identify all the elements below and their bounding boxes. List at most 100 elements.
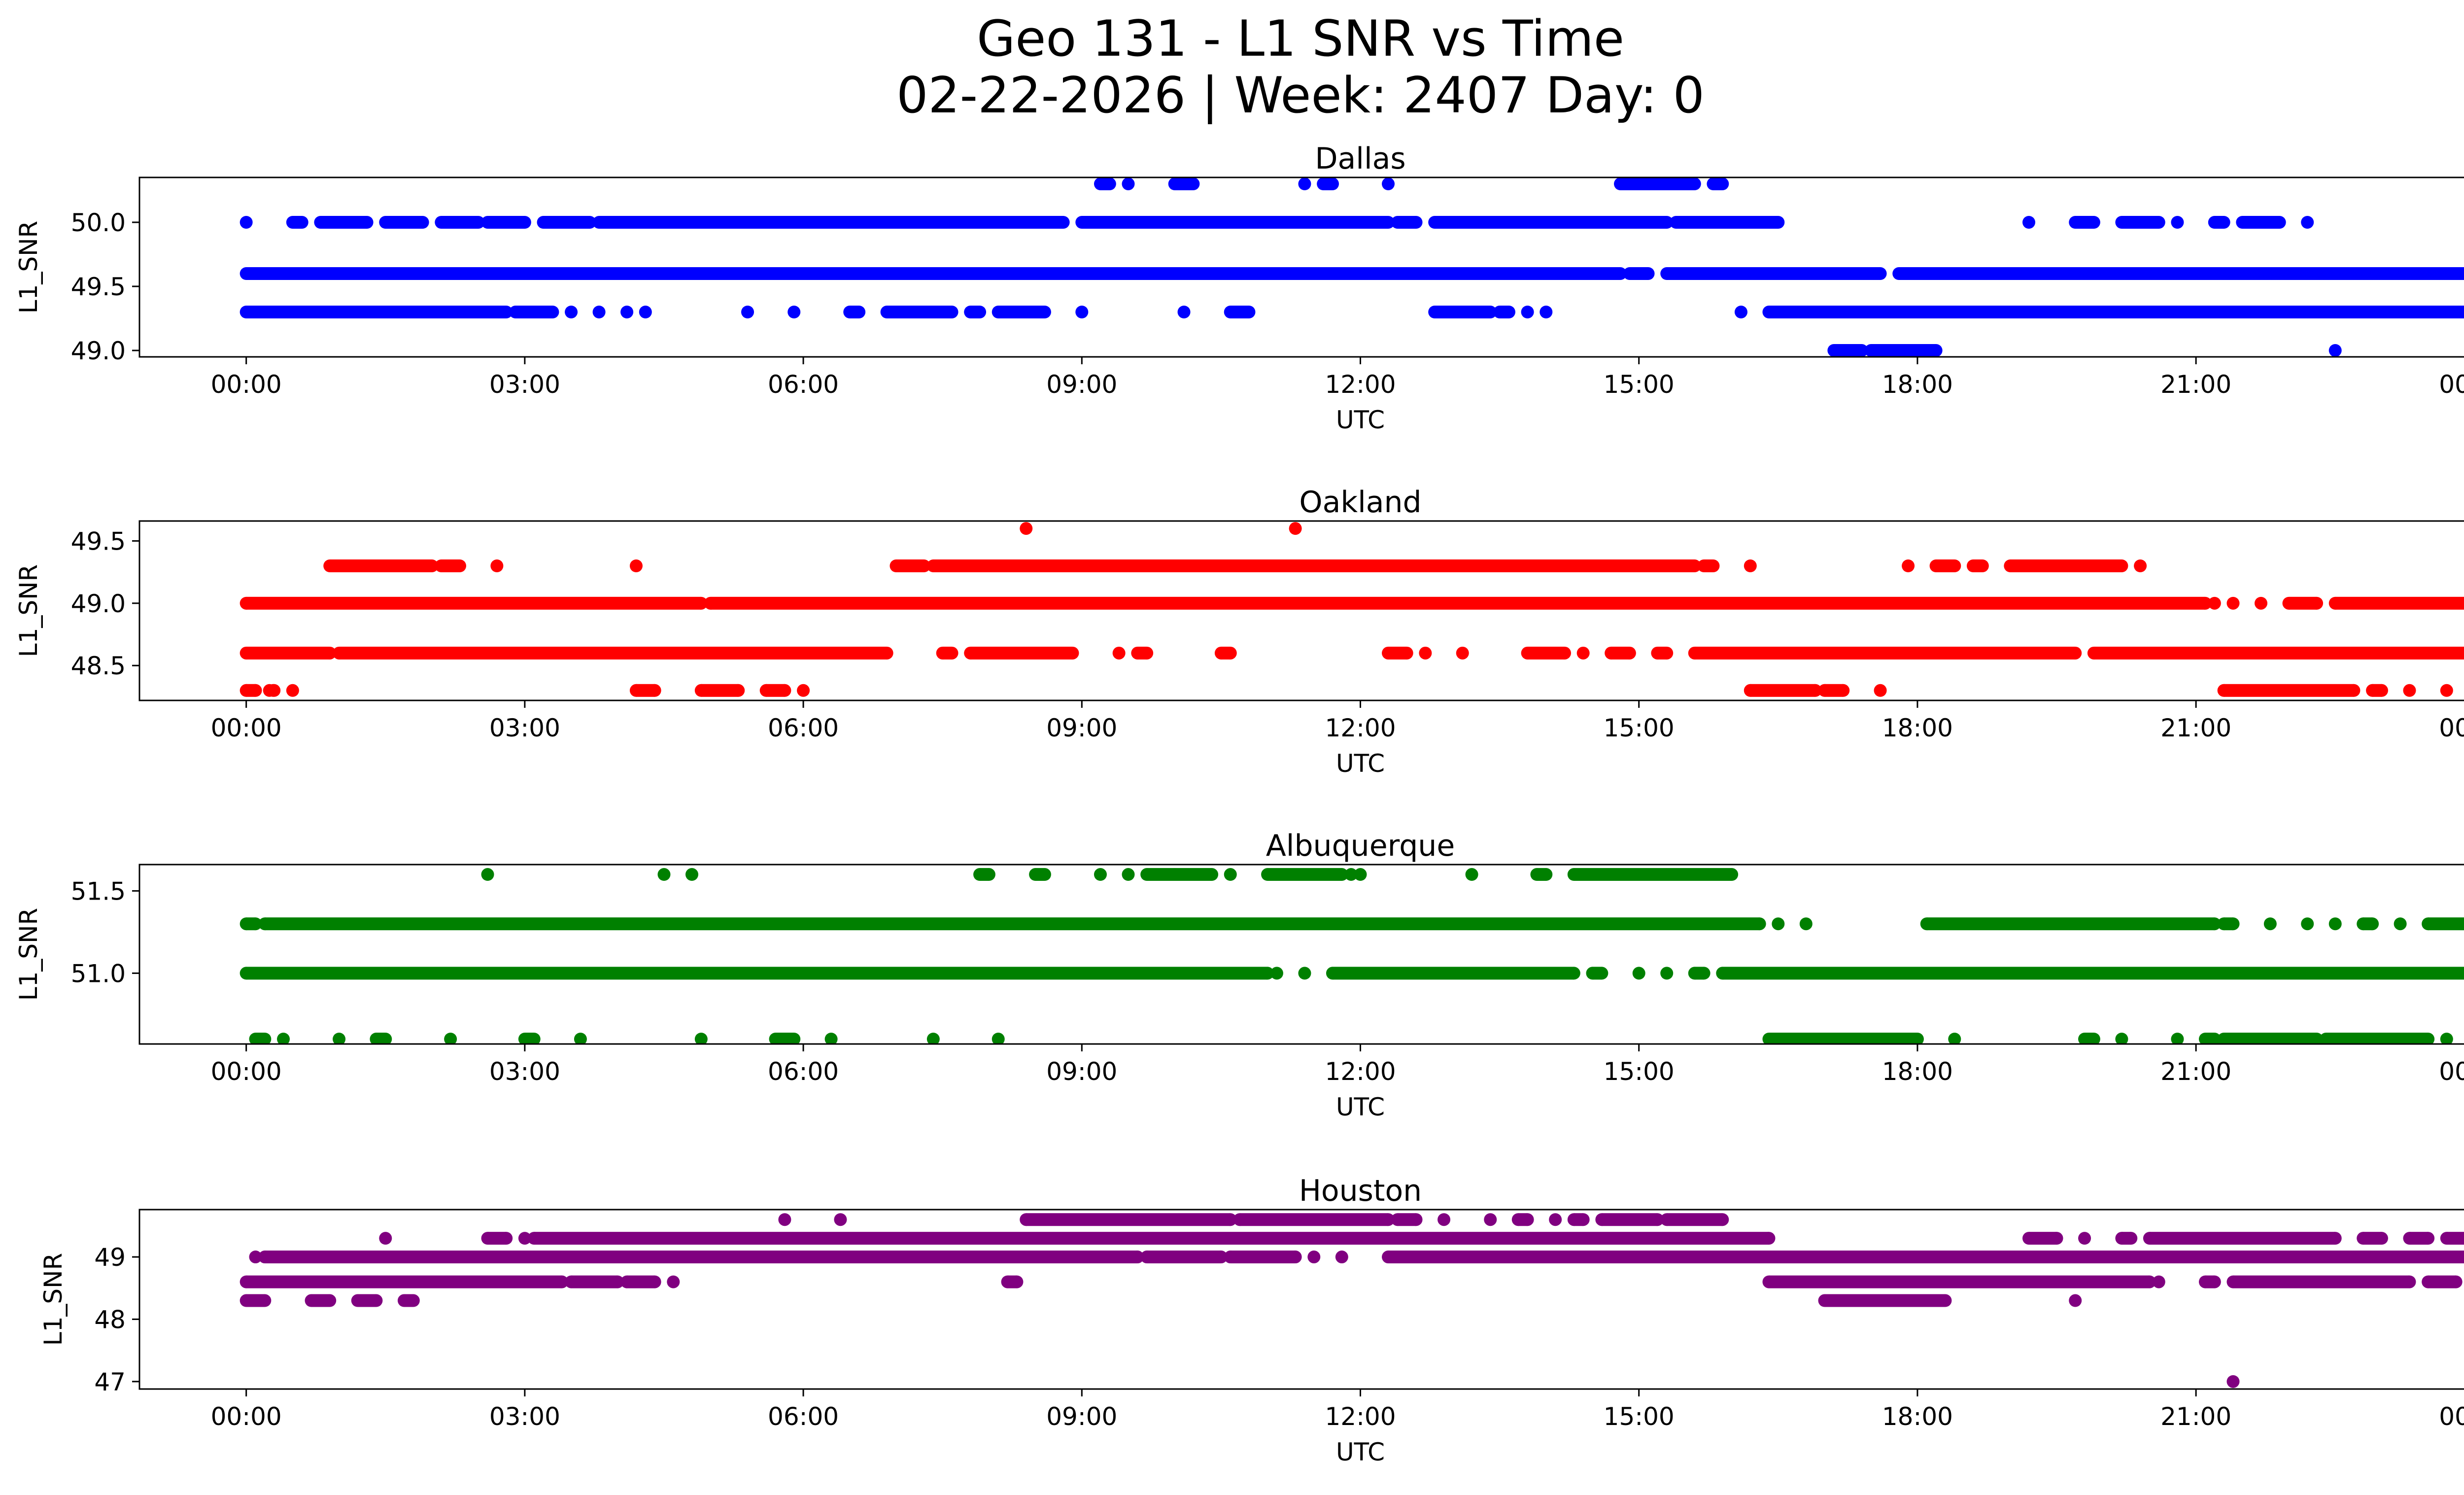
series-level-49-6 (1020, 522, 1302, 535)
x-tick-label: 00:00 (2439, 1402, 2464, 1431)
data-point (992, 1032, 1005, 1044)
data-point (1567, 1213, 1580, 1226)
data-point (1948, 559, 1961, 572)
data-point (1734, 306, 1747, 318)
data-point (1948, 1032, 1961, 1044)
data-point (1929, 559, 1943, 572)
x-tick-label: 12:00 (1325, 714, 1396, 742)
data-point (1029, 868, 1042, 881)
data-point (1289, 1251, 1302, 1264)
data-point (1864, 344, 1878, 357)
data-point (323, 646, 337, 660)
data-point (2198, 596, 2212, 610)
series-level-49 (240, 596, 2464, 610)
data-point (1289, 522, 1302, 535)
data-point (1521, 1213, 1534, 1226)
x-tick-label: 03:00 (489, 714, 560, 742)
data-point (1660, 216, 1674, 229)
data-point (797, 684, 810, 697)
data-point (379, 1032, 392, 1044)
data-point (973, 868, 987, 881)
data-point (527, 1232, 541, 1245)
data-point (518, 1232, 531, 1245)
subplot-title: Oakland (1299, 485, 1421, 520)
data-point (918, 306, 931, 318)
data-point (323, 559, 337, 572)
data-point (685, 868, 698, 881)
data-point (379, 216, 392, 229)
data-point (1270, 967, 1283, 980)
data-point (1112, 646, 1126, 660)
data-point (2422, 1032, 2435, 1044)
data-point (648, 1275, 661, 1288)
x-tick-label: 15:00 (1604, 370, 1675, 399)
data-point (964, 306, 977, 318)
series-level-50 (240, 216, 2314, 229)
data-point (2115, 1032, 2128, 1044)
x-axis-label: UTC (1336, 406, 1385, 434)
data-point (1966, 559, 1980, 572)
data-point (2069, 1294, 2082, 1307)
x-tick-label: 09:00 (1046, 370, 1117, 399)
data-point (592, 216, 606, 229)
data-point (1177, 306, 1191, 318)
data-point (1837, 684, 1850, 697)
data-point (1493, 306, 1506, 318)
data-point (407, 1294, 420, 1307)
data-point (1057, 216, 1070, 229)
data-points (240, 177, 2464, 357)
data-point-run (710, 596, 2205, 610)
x-tick-label: 12:00 (1325, 1402, 1396, 1431)
data-point-run (1769, 306, 2464, 318)
data-point (240, 967, 253, 980)
data-point (694, 596, 708, 610)
data-point (1911, 1032, 1924, 1044)
data-point (1382, 1213, 1395, 1226)
data-point (880, 646, 893, 660)
data-point (1976, 559, 1989, 572)
x-tick-label: 12:00 (1325, 1057, 1396, 1086)
x-tick-label: 00:00 (211, 714, 282, 742)
data-point (249, 1032, 262, 1044)
data-point (240, 1294, 253, 1307)
data-point-run (320, 216, 367, 229)
x-tick-label: 00:00 (211, 370, 282, 399)
x-tick-label: 03:00 (489, 1057, 560, 1086)
data-point (1020, 522, 1033, 535)
data-point (834, 1213, 847, 1226)
data-point (1576, 646, 1590, 660)
data-point (1168, 177, 1181, 190)
data-point (435, 559, 448, 572)
data-point (1344, 868, 1358, 881)
data-point-run (1239, 1213, 1389, 1226)
data-point (1753, 917, 1766, 931)
data-point (1707, 559, 1720, 572)
data-point (1307, 1251, 1321, 1264)
subplot-oakland: Oakland 00:00 03:00 06:00 09:00 12:00 15:00 18:… (14, 485, 2464, 778)
data-point (1567, 967, 1580, 980)
data-point (759, 684, 773, 697)
y-tick-label: 51.0 (71, 959, 126, 988)
data-point (853, 306, 866, 318)
data-point (657, 868, 671, 881)
data-point (481, 868, 494, 881)
data-point (1465, 868, 1478, 881)
data-point (1428, 216, 1441, 229)
y-tick-label: 48.5 (71, 652, 126, 680)
data-point (2403, 684, 2416, 697)
data-point (1038, 306, 1051, 318)
data-point (918, 559, 931, 572)
data-point (435, 216, 448, 229)
data-point (1094, 868, 1107, 881)
data-point (1716, 967, 1729, 980)
data-point (2217, 216, 2230, 229)
data-point (1818, 684, 1831, 697)
data-point (2217, 1032, 2230, 1044)
data-point-run (1230, 1251, 1296, 1264)
y-tick-label: 51.5 (71, 877, 126, 905)
data-point (2050, 1232, 2063, 1245)
data-point (2357, 1232, 2370, 1245)
data-point (1428, 306, 1441, 318)
data-point (2403, 1275, 2416, 1288)
data-point (1697, 967, 1711, 980)
